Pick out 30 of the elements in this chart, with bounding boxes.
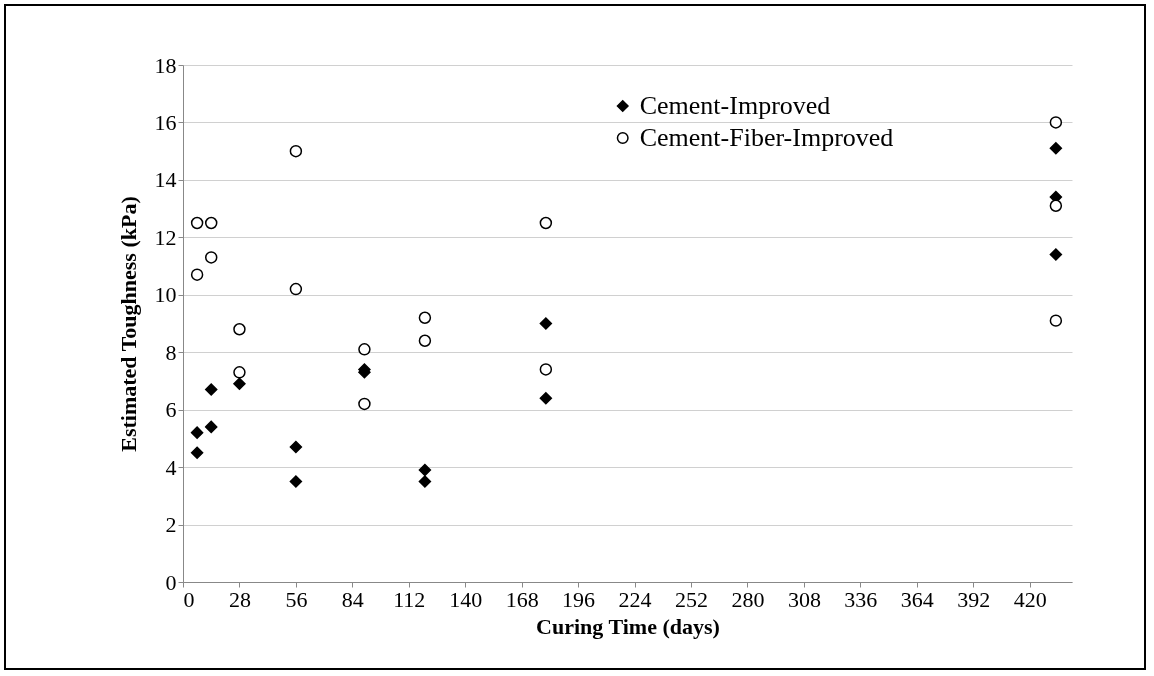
x-tick-label: 196 — [562, 586, 596, 612]
y-tick-label: 12 — [154, 224, 177, 250]
x-tick-label: 336 — [844, 586, 878, 612]
x-tick-label: 112 — [393, 586, 426, 612]
x-tick-label: 224 — [618, 586, 652, 612]
legend-label: Cement-Improved — [639, 91, 831, 120]
x-tick-label: 364 — [900, 586, 934, 612]
x-tick-label: 168 — [505, 586, 539, 612]
legend-label: Cement-Fiber-Improved — [639, 123, 894, 152]
y-tick-label: 8 — [165, 339, 177, 365]
x-tick-label: 140 — [449, 586, 483, 612]
y-tick-label: 6 — [165, 397, 177, 423]
y-tick-label: 18 — [154, 52, 177, 78]
y-tick-label: 4 — [165, 454, 177, 480]
y-tick-label: 10 — [154, 282, 177, 308]
y-tick-label: 14 — [154, 167, 177, 193]
x-tick-label: 252 — [675, 586, 708, 612]
y-tick-label: 16 — [154, 109, 177, 135]
x-tick-label: 56 — [285, 586, 308, 612]
y-axis-title: Estimated Toughness (kPa) — [115, 196, 141, 452]
y-tick-label: 2 — [165, 512, 177, 538]
x-tick-label: 392 — [957, 586, 991, 612]
y-tick-label: 0 — [165, 569, 177, 595]
x-tick-label: 308 — [787, 586, 821, 612]
x-tick-label: 420 — [1013, 586, 1047, 612]
x-tick-label: 84 — [341, 586, 364, 612]
x-tick-label: 280 — [731, 586, 765, 612]
x-axis-title: Curing Time (days) — [536, 613, 720, 639]
x-tick-label: 28 — [228, 586, 251, 612]
x-tick-label: 0 — [183, 586, 195, 612]
